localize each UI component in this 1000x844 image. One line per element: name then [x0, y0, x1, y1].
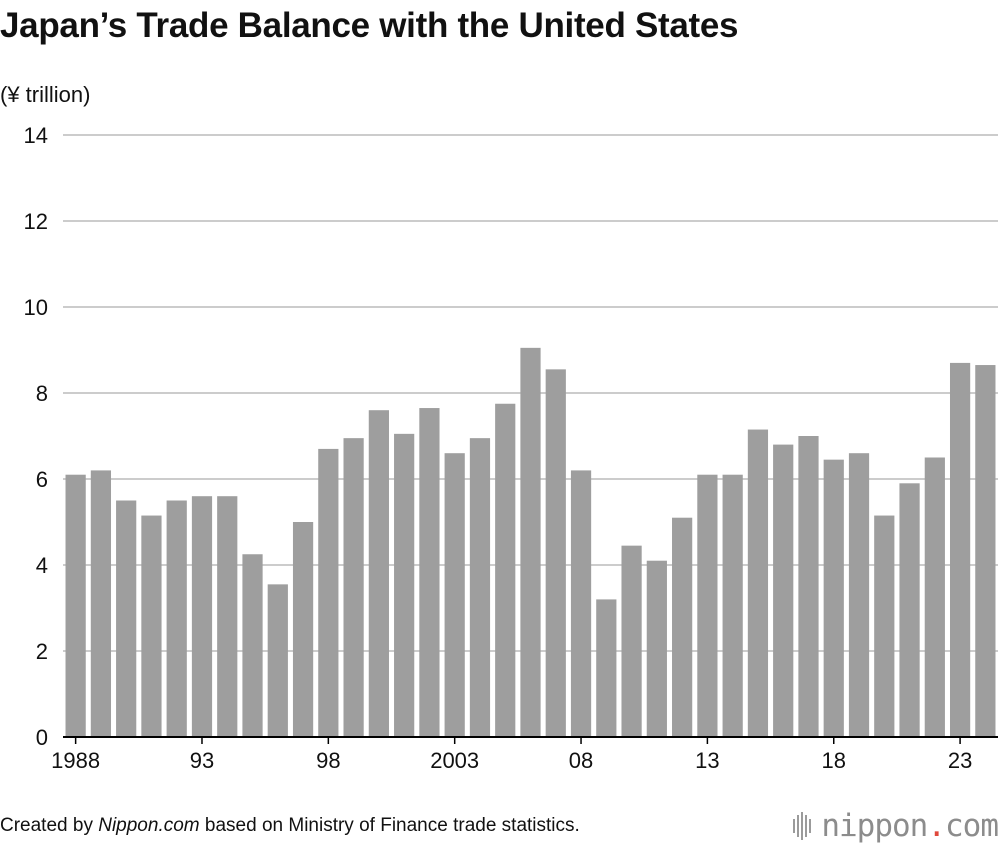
- bar: [848, 453, 870, 737]
- bar: [444, 453, 465, 737]
- chart-title: Japan’s Trade Balance with the United St…: [0, 6, 739, 45]
- y-tick-label: 10: [24, 295, 48, 320]
- bar-chart: 0 2 4 6 8 10 12 14 1988 93 98 2003 08 13 18 23: [24, 123, 998, 773]
- bar: [292, 522, 314, 737]
- y-tick-label: 12: [24, 209, 48, 234]
- credit-suffix: based on Ministry of Finance trade stati…: [199, 815, 580, 836]
- bar: [672, 517, 693, 737]
- bar: [267, 584, 288, 737]
- bar: [116, 500, 137, 737]
- bar: [141, 515, 162, 737]
- credit-site: Nippon.com: [98, 815, 200, 836]
- x-tick-label: 98: [316, 748, 340, 773]
- bar: [975, 365, 996, 737]
- x-tick-label: 08: [569, 748, 593, 773]
- bar: [949, 362, 971, 737]
- y-tick-label: 14: [24, 123, 48, 148]
- x-tick-label: 13: [695, 748, 719, 773]
- y-tick-label: 4: [36, 553, 48, 578]
- x-tick-label: 93: [190, 748, 214, 773]
- bar: [65, 474, 86, 737]
- bar: [621, 545, 642, 737]
- bar: [495, 403, 516, 737]
- bar: [747, 429, 769, 737]
- bar: [823, 459, 844, 737]
- bar: [545, 369, 566, 737]
- logo-mark-icon: [793, 812, 813, 840]
- bar: [217, 496, 238, 737]
- bar: [343, 438, 364, 737]
- logo-tld: com: [945, 808, 999, 844]
- bar: [242, 554, 263, 737]
- bar: [318, 448, 339, 737]
- bar: [899, 483, 920, 737]
- bar: [697, 474, 718, 737]
- bar: [722, 474, 743, 737]
- y-tick-label: 2: [36, 639, 48, 664]
- bar: [90, 470, 112, 737]
- source-credit: Created by Nippon.com based on Ministry …: [0, 815, 580, 837]
- x-tick-label: 18: [822, 748, 846, 773]
- bar: [469, 438, 491, 737]
- x-tick-label: 2003: [430, 748, 479, 773]
- bar: [570, 470, 592, 737]
- bar: [166, 500, 187, 737]
- bar: [419, 408, 440, 737]
- logo-name: nippon: [821, 808, 928, 844]
- y-axis-unit-label: (¥ trillion): [0, 82, 91, 107]
- x-tick-label: 23: [948, 748, 972, 773]
- bar: [924, 457, 945, 737]
- bar: [191, 496, 213, 737]
- bar: [368, 410, 389, 737]
- credit-prefix: Created by: [0, 815, 99, 836]
- x-tick-label: 1988: [51, 748, 100, 773]
- y-tick-label: 8: [36, 381, 48, 406]
- y-tick-label: 6: [36, 467, 48, 492]
- bar: [596, 599, 617, 737]
- logo-dot: .: [927, 808, 946, 844]
- bar: [874, 515, 895, 737]
- nippon-logo: nippon.com: [793, 808, 999, 844]
- bar: [773, 444, 794, 737]
- y-tick-label: 0: [36, 725, 48, 750]
- bar: [520, 347, 541, 737]
- bar: [798, 436, 819, 737]
- bar: [646, 560, 667, 737]
- logo-wordmark: nippon.com: [821, 808, 999, 844]
- bar: [394, 433, 415, 737]
